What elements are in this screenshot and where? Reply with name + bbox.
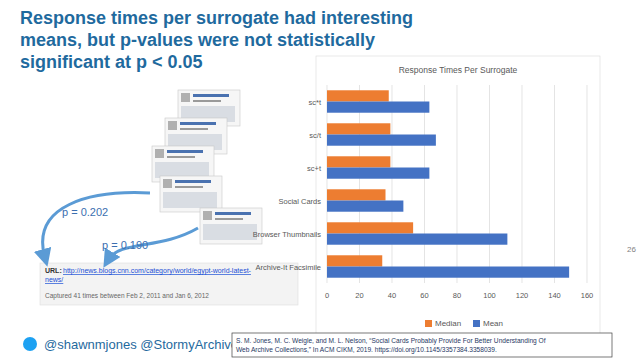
- bar: [327, 156, 390, 167]
- thumbnail-frame: [200, 208, 262, 244]
- legend-label: Mean: [483, 319, 503, 328]
- thumbnail-line: [180, 128, 208, 130]
- thumbnail-icon: [168, 121, 177, 130]
- citation: S. M. Jones, M. C. Weigle, and M. L. Nel…: [236, 337, 546, 345]
- thumbnail-line: [167, 150, 203, 153]
- bar: [327, 222, 413, 233]
- slide-title: means, but p-values were not statistical…: [20, 30, 375, 50]
- arrow: [43, 193, 150, 258]
- tick-label: 40: [388, 291, 396, 300]
- page-number: 26: [627, 245, 636, 254]
- slide: Response times per surrogate had interes…: [0, 0, 638, 359]
- thumbnail-image: [155, 162, 209, 178]
- legend-swatch: [473, 320, 480, 327]
- thumbnail-line: [215, 218, 243, 220]
- grid-line: [327, 85, 328, 283]
- url-text: http://news.blogs.cnn.com/category/world…: [63, 267, 252, 275]
- tick-label: 100: [483, 291, 496, 300]
- bar: [327, 90, 389, 101]
- category-label: sc/t: [309, 131, 322, 140]
- grid-line: [522, 85, 523, 283]
- slide-title: significant at p < 0.05: [20, 52, 203, 72]
- tick-label: 0: [325, 291, 329, 300]
- slide-title: Response times per surrogate had interes…: [20, 8, 413, 28]
- grid-line: [457, 85, 458, 283]
- bars: [327, 90, 569, 277]
- grid-line: [587, 85, 588, 283]
- thumbnail-line: [175, 180, 211, 183]
- category-label: Browser Thumbnails: [253, 230, 321, 239]
- grid-line: [424, 85, 425, 283]
- handles: @shawnmjones @StormyArchives: [44, 337, 245, 352]
- bar: [327, 255, 382, 266]
- twitter-icon: [23, 337, 37, 351]
- bar: [327, 234, 507, 245]
- grid-line: [489, 85, 490, 283]
- citation-box: [232, 333, 612, 357]
- url-text: news/: [45, 276, 63, 283]
- bar: [327, 102, 429, 113]
- citation: Web Archive Collections,” In ACM CIKM, 2…: [236, 346, 497, 354]
- tick-label: 20: [355, 291, 363, 300]
- p-value: p = 0.190: [102, 239, 148, 251]
- category-label: Social Cards: [278, 197, 321, 206]
- grid-line: [554, 85, 555, 283]
- screenshot-thumbnail: [160, 176, 222, 212]
- thumbnail-line: [180, 122, 216, 125]
- tick-label: 80: [453, 291, 461, 300]
- chart: Response Times Per Surrogate 0 20 40 60 80 100…: [253, 56, 600, 336]
- thumbnail-line: [193, 94, 229, 97]
- category-label: sc+t: [307, 164, 322, 173]
- thumbnail-icon: [163, 179, 172, 188]
- tick-label: 140: [548, 291, 561, 300]
- thumbnail-line: [193, 100, 221, 102]
- tick-label: 120: [516, 291, 529, 300]
- grid-line: [392, 85, 393, 283]
- thumbnail-image: [163, 192, 217, 208]
- legend-label: Median: [435, 319, 461, 328]
- bar: [327, 267, 569, 278]
- bar: [327, 135, 436, 146]
- thumbnail-icon: [155, 149, 164, 158]
- thumbnail-line: [215, 212, 251, 215]
- thumbnail-line: [175, 186, 203, 188]
- thumbnail-image: [203, 224, 257, 240]
- chart-title: Response Times Per Surrogate: [399, 65, 518, 75]
- tick-label: 160: [581, 291, 594, 300]
- chart-frame: [316, 56, 600, 336]
- category-label: sc*t: [308, 98, 321, 107]
- p-value: p = 0.202: [62, 206, 108, 218]
- bar: [327, 123, 390, 134]
- thumbnail-frame: [160, 176, 222, 212]
- bar: [327, 168, 429, 179]
- captured-text: Captured 41 times between Feb 2, 2011 an…: [45, 292, 209, 300]
- thumbnail-line: [167, 156, 195, 158]
- thumbnail-icon: [203, 211, 212, 220]
- bar: [327, 189, 386, 200]
- grid-line: [359, 85, 360, 283]
- thumbnail-icon: [181, 93, 190, 102]
- url-label: URL:: [45, 267, 62, 274]
- bar: [327, 201, 403, 212]
- tick-label: 60: [420, 291, 428, 300]
- category-label: Archive-It Facsimile: [256, 263, 321, 272]
- legend-swatch: [425, 320, 432, 327]
- screenshot-thumbnail: [200, 208, 262, 244]
